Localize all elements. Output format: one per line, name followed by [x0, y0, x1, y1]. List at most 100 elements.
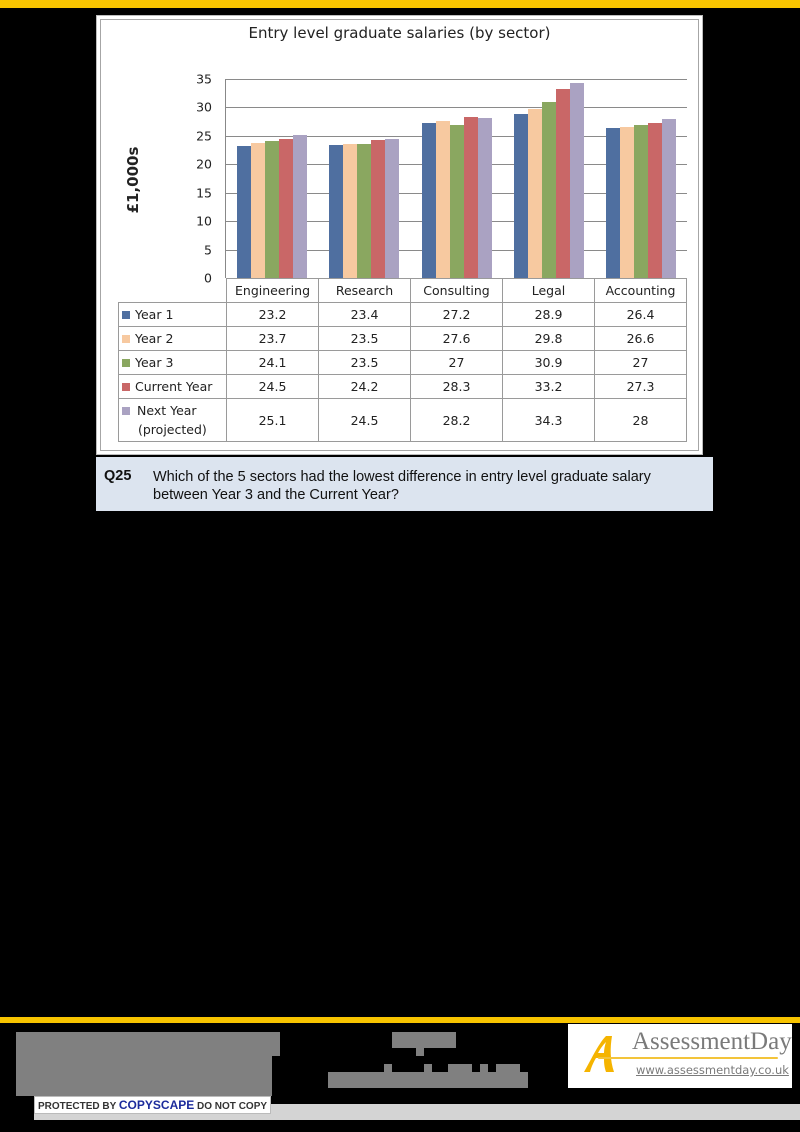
- table-cell: 24.5: [226, 374, 319, 399]
- table-row-year-1: Year 1 23.2 23.4 27.2 28.9 26.4: [118, 302, 687, 327]
- copyscape-suffix: DO NOT COPY: [194, 1101, 268, 1112]
- legend-current-year: Current Year: [118, 374, 227, 399]
- bar: [421, 123, 436, 278]
- table-cell: 28: [594, 398, 687, 442]
- legend-label: Year 1: [135, 307, 174, 322]
- legend-next-year: Next Year (projected): [118, 398, 227, 442]
- bar: [237, 146, 252, 278]
- bar: [619, 126, 634, 278]
- question-number: Q25: [104, 468, 132, 484]
- legend-year-2: Year 2: [118, 326, 227, 351]
- table-cell: 23.2: [226, 302, 319, 327]
- bar: [435, 121, 450, 278]
- legend-label-sub: (projected): [138, 422, 207, 437]
- legend-swatch-icon: [122, 310, 130, 319]
- copyscape-brand: COPYSCAPE: [118, 1098, 195, 1112]
- legend-swatch-icon: [122, 358, 130, 367]
- table-header-row: Engineering Research Consulting Legal Ac…: [118, 278, 687, 303]
- table-cell: 34.3: [502, 398, 595, 442]
- logo-swoosh: [598, 1057, 778, 1059]
- legend-year-3: Year 3: [118, 350, 227, 375]
- table-cell: 23.5: [318, 326, 411, 351]
- legend-label: Next Year: [137, 403, 197, 418]
- copyscape-badge[interactable]: PROTECTED BY COPYSCAPE DO NOT COPY: [34, 1096, 271, 1114]
- data-table: Engineering Research Consulting Legal Ac…: [118, 278, 687, 442]
- table-cell: 23.4: [318, 302, 411, 327]
- legend-swatch-icon: [122, 382, 130, 391]
- bar: [661, 118, 676, 278]
- table-cell: 27: [410, 350, 503, 375]
- table-cell: 29.8: [502, 326, 595, 351]
- category-consulting: Consulting: [410, 278, 503, 303]
- chart-title: Entry level graduate salaries (by sector…: [248, 24, 551, 42]
- bar: [633, 124, 648, 278]
- table-cell: 23.5: [318, 350, 411, 375]
- legend-label: Year 3: [135, 355, 174, 370]
- gridline: [226, 107, 687, 109]
- copyscape-prefix: PROTECTED BY: [37, 1101, 119, 1112]
- table-row-year-2: Year 2 23.7 23.5 27.6 29.8 26.6: [118, 326, 687, 351]
- y-tick-label: 20: [196, 156, 212, 172]
- bar: [569, 82, 584, 278]
- plot-area: [225, 79, 687, 278]
- bar: [329, 144, 344, 278]
- table-cell: 26.4: [594, 302, 687, 327]
- chart-frame: [100, 19, 699, 451]
- bar: [357, 144, 372, 278]
- legend-label: Current Year: [135, 379, 213, 394]
- bar: [279, 138, 294, 278]
- top-accent-bar: [0, 0, 800, 8]
- table-cell: 27: [594, 350, 687, 375]
- bar: [555, 89, 570, 278]
- table-corner: [118, 278, 227, 303]
- assessmentday-logo[interactable]: AssessmentDay www.assessmentday.co.uk: [568, 1024, 792, 1088]
- table-cell: 28.9: [502, 302, 595, 327]
- logo-name: AssessmentDay: [632, 1028, 792, 1055]
- redacted-block: [384, 1064, 392, 1072]
- logo-url-link[interactable]: www.assessmentday.co.uk: [636, 1063, 789, 1077]
- redacted-block: [16, 1056, 272, 1096]
- redacted-block: [480, 1064, 488, 1072]
- table-cell: 24.1: [226, 350, 319, 375]
- bar: [605, 127, 620, 278]
- legend-swatch-icon: [122, 406, 130, 415]
- y-tick-label: 35: [196, 71, 212, 87]
- bottom-accent-bar: [0, 1017, 800, 1023]
- table-cell: 25.1: [226, 398, 319, 442]
- gridline: [226, 79, 687, 80]
- table-cell: 23.7: [226, 326, 319, 351]
- bar: [513, 113, 528, 278]
- y-tick-label: 25: [196, 128, 212, 144]
- redacted-block: [496, 1064, 520, 1072]
- y-tick-label: 10: [196, 213, 212, 229]
- bar: [265, 140, 280, 278]
- y-tick-label: 5: [204, 242, 212, 258]
- table-cell: 28.2: [410, 398, 503, 442]
- redacted-block: [448, 1064, 472, 1072]
- redacted-block: [424, 1064, 432, 1072]
- question-box: Q25 Which of the 5 sectors had the lowes…: [96, 457, 713, 511]
- table-cell: 27.2: [410, 302, 503, 327]
- y-tick-label: 30: [196, 99, 212, 115]
- category-accounting: Accounting: [594, 278, 687, 303]
- table-cell: 24.5: [318, 398, 411, 442]
- redacted-block: [392, 1032, 456, 1048]
- y-axis-label: £1,000s: [124, 146, 142, 214]
- bar: [385, 138, 400, 278]
- table-cell: 27.6: [410, 326, 503, 351]
- logo-a-icon: [584, 1036, 614, 1072]
- table-cell: 33.2: [502, 374, 595, 399]
- legend-label: Year 2: [135, 331, 174, 346]
- bar: [541, 102, 556, 278]
- redacted-block: [416, 1048, 424, 1056]
- bar: [527, 108, 542, 278]
- table-row-year-3: Year 3 24.1 23.5 27 30.9 27: [118, 350, 687, 375]
- table-cell: 24.2: [318, 374, 411, 399]
- bar: [343, 144, 358, 278]
- legend-swatch-icon: [122, 334, 130, 343]
- category-engineering: Engineering: [226, 278, 319, 303]
- table-cell: 30.9: [502, 350, 595, 375]
- question-text: Which of the 5 sectors had the lowest di…: [153, 469, 651, 503]
- bar: [463, 117, 478, 278]
- bar: [251, 143, 266, 278]
